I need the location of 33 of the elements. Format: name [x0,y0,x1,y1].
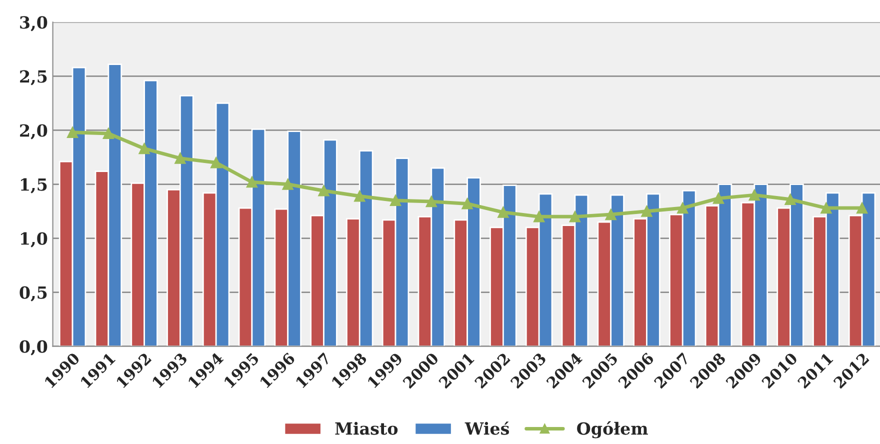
point [462,198,473,210]
point [605,208,616,220]
point [784,194,796,205]
legend-label: Wieś [464,422,510,435]
y-tick-label: 2,5 [20,70,47,86]
point [712,192,724,204]
point [641,206,652,217]
point [138,143,150,154]
point [498,206,509,218]
point [354,190,366,202]
point [677,202,688,214]
point [102,128,114,140]
legend-label: Ogółem [577,421,648,438]
point [282,178,294,190]
y-tick-label: 3,0 [20,16,48,32]
legend-label: Miasto [335,422,398,435]
y-tick-label: 0,0 [20,340,48,356]
y-tick-label: 1,5 [20,178,47,194]
point [390,194,402,206]
point [318,185,330,196]
point [856,202,868,214]
point [534,211,545,222]
point [66,126,78,138]
point [820,202,832,214]
y-tick-label: 2,0 [20,124,48,140]
point [174,152,186,164]
point [210,157,222,168]
point [748,190,760,201]
point [426,196,437,208]
point [569,211,581,222]
y-tick-label: 1,0 [20,232,48,248]
y-tick-label: 0,5 [20,286,47,302]
point [246,176,258,188]
